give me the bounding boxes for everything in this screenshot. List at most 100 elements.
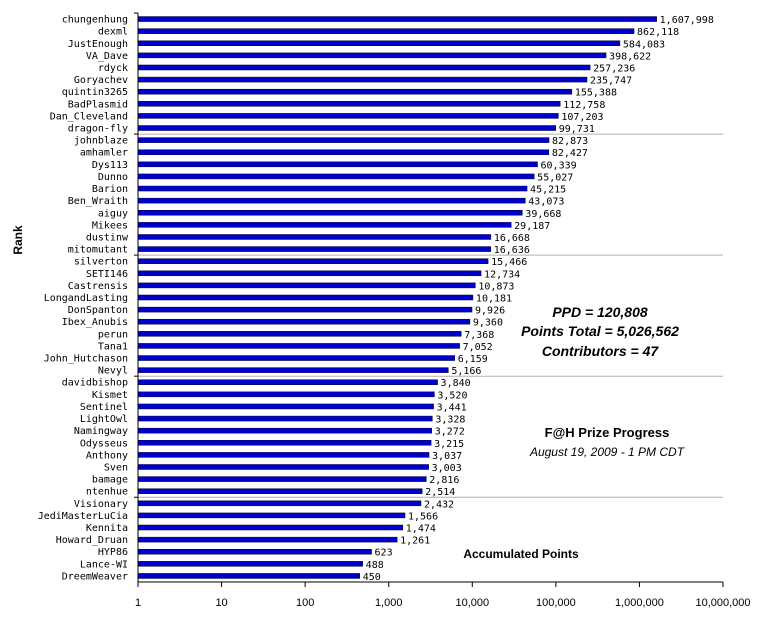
value-label: 107,203: [561, 112, 603, 123]
category-label: silverton: [74, 257, 128, 268]
category-label: dragon-fly: [68, 124, 128, 135]
prize-date: August 19, 2009 - 1 PM CDT: [529, 445, 686, 459]
category-label: Castrensis: [68, 281, 128, 292]
category-label: John_Hutchason: [44, 354, 128, 365]
bar: [137, 331, 462, 337]
category-label: amhamler: [80, 148, 128, 159]
stats-annotation: PPD = 120,808 Points Total = 5,026,562 C…: [521, 304, 679, 359]
category-label: chungenhung: [62, 15, 128, 26]
bar: [137, 343, 460, 349]
axes: [134, 12, 723, 583]
bar: [137, 28, 635, 34]
category-label: bamage: [92, 475, 128, 486]
value-label: 3,840: [441, 378, 471, 389]
category-label: VA_Dave: [86, 51, 128, 62]
x-tick-label: 1,000: [375, 597, 403, 609]
bar: [137, 234, 492, 240]
bar: [137, 391, 435, 398]
x-axis-ticks: 1 10 100 1,000 10,000 100,000 1,000,000 10,000,…: [135, 582, 751, 609]
category-label: JustEnough: [68, 39, 128, 50]
bar: [137, 403, 434, 410]
category-labels: chungenhungdexmlJustEnoughVA_DaverdyckGo…: [38, 15, 129, 583]
bar: [137, 464, 429, 470]
category-label: HYP86: [98, 547, 128, 558]
value-label: 45,215: [530, 185, 566, 196]
y-axis-title: Rank: [11, 225, 25, 255]
category-label: Namingway: [74, 426, 128, 437]
bar: [137, 355, 455, 361]
bar: [137, 173, 535, 180]
category-label: Barion: [92, 184, 128, 195]
value-label: 584,083: [623, 39, 665, 50]
value-label: 60,339: [541, 160, 577, 171]
category-label: Kennita: [86, 523, 128, 534]
bar: [137, 270, 482, 277]
bar: [137, 222, 512, 228]
bar: [137, 536, 398, 543]
value-label: 43,073: [528, 197, 564, 208]
category-label: Ben_Wraith: [68, 196, 128, 207]
value-label: 16,668: [494, 233, 530, 244]
category-label: quintin3265: [62, 87, 128, 98]
value-label: 39,668: [525, 209, 561, 220]
category-label: DreemWeaver: [62, 571, 128, 582]
category-label: Dys113: [92, 160, 128, 171]
category-label: Sven: [104, 462, 128, 473]
stats-ppd: PPD = 120,808: [552, 304, 648, 320]
x-tick-label: 100,000: [536, 597, 576, 609]
value-label: 7,368: [464, 330, 494, 341]
value-label: 12,734: [484, 269, 520, 280]
value-label: 3,215: [434, 439, 464, 450]
value-label: 9,360: [473, 318, 503, 329]
bar: [137, 16, 657, 22]
bar: [137, 258, 489, 264]
value-label: 257,236: [593, 63, 635, 74]
x-tick-label: 1,000,000: [615, 597, 664, 609]
value-label: 1,261: [400, 536, 430, 547]
stats-contributors: Contributors = 47: [542, 343, 660, 359]
category-label: aiguy: [98, 208, 128, 219]
prize-title: F@H Prize Progress: [545, 425, 670, 440]
value-label: 15,466: [491, 257, 527, 268]
bar: [137, 367, 449, 373]
value-label: 235,747: [590, 76, 632, 87]
value-label: 29,187: [514, 221, 550, 232]
category-label: Mikees: [92, 220, 128, 231]
bar: [137, 294, 474, 301]
value-label: 155,388: [575, 88, 617, 99]
value-label: 10,181: [476, 294, 512, 305]
bar: [137, 452, 430, 458]
value-label: 1,607,998: [660, 15, 714, 26]
bar: [137, 561, 363, 567]
value-label: 112,758: [563, 100, 605, 111]
category-label: SETI146: [86, 269, 128, 280]
bar: [137, 548, 372, 555]
x-tick-label: 1: [135, 597, 141, 609]
value-label: 3,441: [437, 402, 467, 413]
category-label: Kismet: [92, 390, 128, 401]
bar: [137, 379, 438, 385]
category-label: Dan_Cleveland: [50, 111, 128, 122]
x-tick-label: 10: [215, 597, 227, 609]
bar: [137, 306, 473, 313]
value-label: 3,272: [435, 427, 465, 438]
value-label: 3,328: [435, 415, 465, 426]
group-dividers: [138, 133, 723, 498]
bar: [137, 415, 433, 422]
bar: [137, 318, 471, 325]
bar: [137, 137, 550, 143]
bar: [137, 185, 528, 192]
value-label: 55,027: [537, 172, 573, 183]
value-label: 82,873: [552, 136, 588, 147]
value-label: 398,622: [609, 51, 651, 62]
x-tick-label: 10,000: [455, 597, 489, 609]
value-label: 3,003: [432, 463, 462, 474]
bar: [137, 113, 559, 119]
bar: [137, 64, 591, 71]
value-label: 7,052: [463, 342, 493, 353]
category-label: Anthony: [86, 450, 128, 461]
accumulated-points-label: Accumulated Points: [463, 547, 579, 561]
category-label: JediMasterLuCia: [38, 511, 128, 522]
category-label: Howard_Druan: [56, 535, 128, 546]
